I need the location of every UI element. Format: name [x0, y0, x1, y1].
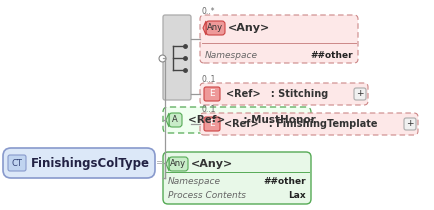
FancyBboxPatch shape	[169, 157, 187, 171]
FancyBboxPatch shape	[204, 117, 220, 131]
Text: =: =	[156, 158, 164, 168]
Text: Namespace: Namespace	[204, 50, 257, 59]
FancyBboxPatch shape	[200, 83, 367, 105]
FancyBboxPatch shape	[163, 107, 310, 133]
Polygon shape	[203, 21, 206, 35]
Text: <Ref>   : FinishingTemplate: <Ref> : FinishingTemplate	[224, 119, 377, 129]
Text: <Any>: <Any>	[227, 23, 270, 33]
Text: <Ref>   : Stitching: <Ref> : Stitching	[226, 89, 328, 99]
FancyBboxPatch shape	[204, 87, 220, 101]
Text: Lax: Lax	[288, 190, 305, 199]
FancyBboxPatch shape	[403, 118, 415, 130]
Text: Any: Any	[170, 160, 186, 168]
FancyBboxPatch shape	[163, 15, 191, 100]
FancyBboxPatch shape	[206, 21, 224, 35]
Text: CT: CT	[12, 159, 23, 168]
Text: <Any>: <Any>	[191, 159, 233, 169]
FancyBboxPatch shape	[3, 148, 155, 178]
Text: Process Contents: Process Contents	[168, 190, 246, 199]
Text: E: E	[209, 119, 214, 129]
Text: ##other: ##other	[263, 177, 305, 186]
FancyBboxPatch shape	[8, 155, 26, 171]
FancyBboxPatch shape	[163, 152, 310, 204]
Text: 0..1: 0..1	[201, 105, 216, 114]
FancyBboxPatch shape	[169, 113, 181, 127]
FancyBboxPatch shape	[200, 113, 417, 135]
Text: A: A	[172, 116, 178, 125]
FancyBboxPatch shape	[353, 88, 365, 100]
Text: ##other: ##other	[310, 50, 352, 59]
Polygon shape	[166, 113, 169, 127]
Text: Namespace: Namespace	[168, 177, 220, 186]
Text: Any: Any	[207, 24, 223, 33]
Text: E: E	[209, 89, 214, 98]
Text: +: +	[405, 119, 413, 129]
Text: <Ref>     : MustHonor: <Ref> : MustHonor	[187, 115, 315, 125]
Polygon shape	[166, 157, 169, 171]
Text: 0..*: 0..*	[201, 8, 215, 17]
Text: FinishingsColType: FinishingsColType	[31, 156, 150, 169]
Text: +: +	[355, 89, 363, 98]
FancyBboxPatch shape	[200, 15, 357, 63]
Text: 0..1: 0..1	[201, 76, 216, 84]
